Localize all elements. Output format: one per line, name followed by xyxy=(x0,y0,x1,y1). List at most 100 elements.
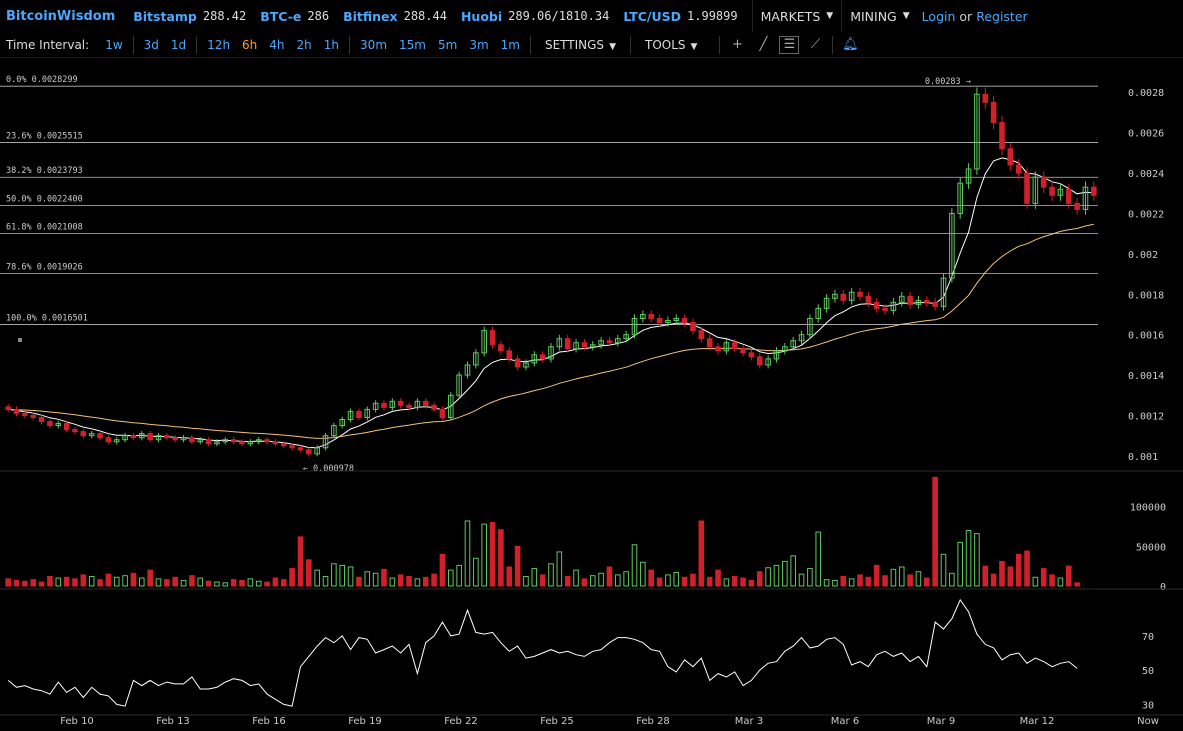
volume-bar xyxy=(589,575,596,587)
volume-bar xyxy=(105,573,112,587)
login-link[interactable]: Login xyxy=(921,8,956,24)
price-tick-label: 0.0012 xyxy=(1128,411,1164,422)
candle-down xyxy=(205,439,212,445)
volume-bar xyxy=(180,579,187,587)
volume-bar xyxy=(1015,553,1022,587)
volume-bar xyxy=(55,577,62,587)
candle-down xyxy=(272,441,279,445)
candle-up xyxy=(974,93,980,170)
candle-up xyxy=(122,435,128,441)
volume-bar xyxy=(280,579,287,587)
rsi-pane: 70 50 30 xyxy=(7,598,1154,711)
volume-bar xyxy=(247,578,254,587)
markets-menu[interactable]: MARKETS ▼ xyxy=(751,0,842,32)
volume-bar xyxy=(924,577,930,587)
candle-up xyxy=(1032,176,1039,204)
divider xyxy=(529,35,531,54)
bell-icon[interactable]: 🔔︎ xyxy=(842,37,859,52)
candle-down xyxy=(72,429,78,433)
interval-1w[interactable]: 1w xyxy=(105,37,123,52)
interval-3m[interactable]: 3m xyxy=(469,37,489,52)
candle-up xyxy=(723,342,730,352)
candle-down xyxy=(280,443,287,447)
divider xyxy=(349,35,351,54)
crosshair-icon[interactable]: + xyxy=(731,37,743,52)
rsi-line xyxy=(7,598,1078,707)
interval-1m[interactable]: 1m xyxy=(500,37,520,52)
interval-15m[interactable]: 15m xyxy=(399,37,426,52)
volume-bar xyxy=(940,553,947,587)
candle-up xyxy=(640,313,646,320)
interval-2h[interactable]: 2h xyxy=(296,37,312,52)
volume-bar xyxy=(982,565,989,587)
candle-down xyxy=(698,330,705,340)
register-link[interactable]: Register xyxy=(976,8,1028,24)
top-bar: BitcoinWisdom Bitstamp 288.42 BTC-e 286 Bi… xyxy=(0,0,1183,32)
price-tick-label: 0.0026 xyxy=(1128,129,1164,140)
candle-down xyxy=(514,358,521,368)
interval-4h[interactable]: 4h xyxy=(269,37,285,52)
volume-bar xyxy=(773,564,780,587)
ticker-bitfinex[interactable]: Bitfinex 288.44 xyxy=(343,8,447,24)
volume-bar xyxy=(548,563,554,587)
fan-icon[interactable]: ⟋ xyxy=(810,37,820,52)
mining-menu[interactable]: MINING ▼ xyxy=(841,0,917,32)
candle-down xyxy=(656,318,663,324)
line-icon[interactable]: ╱ xyxy=(759,37,768,52)
candle-down xyxy=(239,441,245,445)
volume-bar xyxy=(189,575,195,587)
ticker-huobi[interactable]: Huobi 289.06/1810.34 xyxy=(460,8,610,24)
horizontal-lines-icon[interactable]: ☰ xyxy=(779,35,800,54)
candle-down xyxy=(30,414,37,418)
ticker-btce[interactable]: BTC-e 286 xyxy=(260,8,330,24)
volume-bar xyxy=(481,523,487,587)
candle-up xyxy=(848,291,855,301)
ticker-bitstamp[interactable]: Bitstamp 288.42 xyxy=(133,8,247,24)
candle-down xyxy=(164,435,170,439)
candle-up xyxy=(314,447,320,455)
volume-bar xyxy=(197,577,204,587)
ticker-ltcusd[interactable]: LTC/USD 1.99899 xyxy=(623,8,738,24)
fib-level-label: 50.0% 0.0022400 xyxy=(6,194,83,204)
brand-logo[interactable]: BitcoinWisdom xyxy=(6,8,116,24)
volume-bar xyxy=(539,574,546,587)
tools-menu[interactable]: TOOLS ▼ xyxy=(644,37,698,52)
volume-bar xyxy=(723,578,730,587)
volume-bar xyxy=(464,520,471,587)
interval-30m[interactable]: 30m xyxy=(360,37,388,52)
candle-down xyxy=(105,437,112,443)
volume-bar xyxy=(531,568,538,587)
volume-bar xyxy=(823,579,830,587)
candle-down xyxy=(690,322,696,332)
volume-bar xyxy=(147,569,153,587)
interval-12h[interactable]: 12h xyxy=(207,37,231,52)
interval-6h[interactable]: 6h xyxy=(242,37,258,52)
volume-bar xyxy=(439,553,446,587)
interval-5m[interactable]: 5m xyxy=(437,37,458,52)
price-tick-label: 0.0024 xyxy=(1128,169,1164,180)
volume-bar xyxy=(873,564,880,587)
volume-bar xyxy=(673,572,680,587)
candle-up xyxy=(531,354,538,364)
candle-down xyxy=(80,431,87,437)
candle-down xyxy=(1091,186,1097,196)
candle-down xyxy=(289,445,295,449)
candle-down xyxy=(857,291,863,297)
settings-menu[interactable]: SETTINGS ▼ xyxy=(544,37,616,52)
date-tick-label: Feb 28 xyxy=(636,716,670,727)
candle-down xyxy=(715,346,721,352)
date-tick-label: Feb 22 xyxy=(444,716,478,727)
volume-bar xyxy=(690,573,696,587)
divider xyxy=(719,35,721,54)
interval-1h[interactable]: 1h xyxy=(323,37,340,52)
volume-bar xyxy=(447,569,454,587)
candle-up xyxy=(456,374,462,396)
interval-1d[interactable]: 1d xyxy=(170,37,187,52)
candle-up xyxy=(548,346,554,360)
candle-down xyxy=(1015,164,1022,174)
volume-bar xyxy=(397,574,404,587)
interval-3d[interactable]: 3d xyxy=(143,37,159,52)
price-chart[interactable]: 0.0% 0.0028299 23.6% 0.0025515 38.2% 0.002… xyxy=(0,58,1183,731)
time-interval-label: Time Interval: xyxy=(6,37,90,52)
volume-bar xyxy=(22,580,28,587)
